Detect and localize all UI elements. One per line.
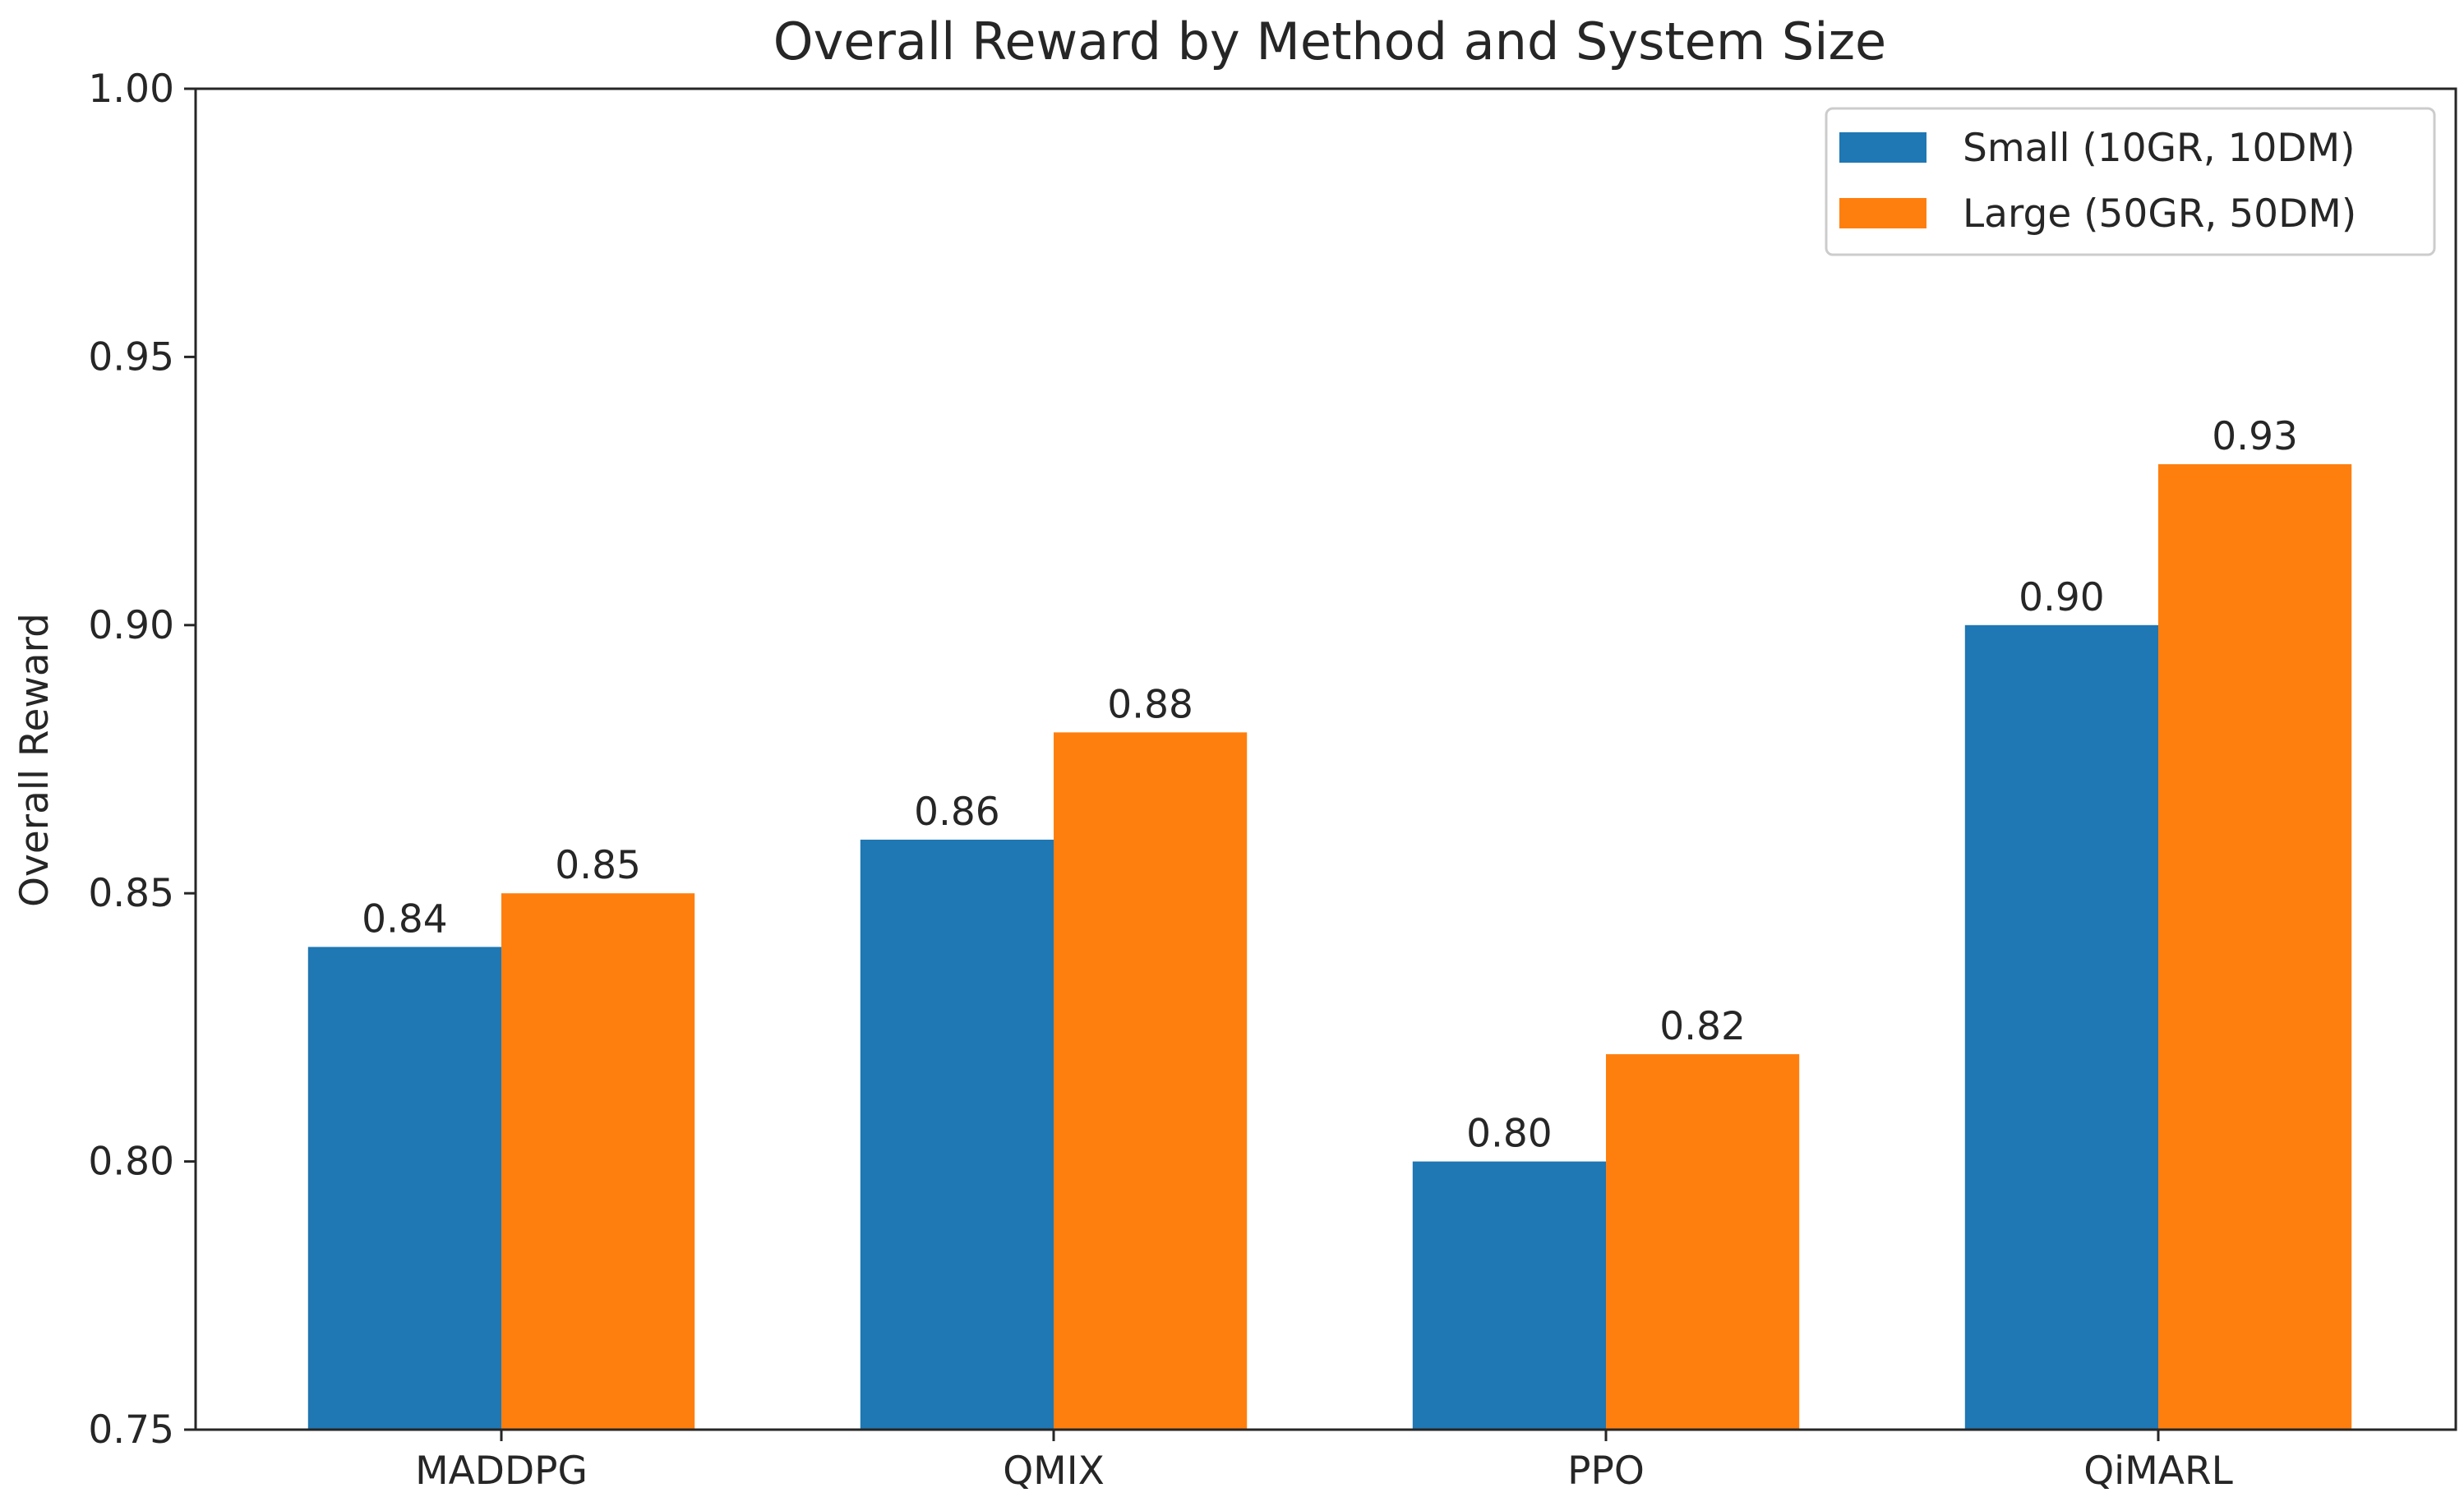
legend-swatch-small <box>1839 132 1926 163</box>
bar-value-label: 0.84 <box>362 896 448 942</box>
x-tick-label: QiMARL <box>2083 1449 2233 1494</box>
legend-label-small: Small (10GR, 10DM) <box>1963 126 2355 171</box>
legend-box <box>1825 107 2436 256</box>
bar-maddpg-small <box>307 947 501 1430</box>
y-axis-label: Overall Reward <box>12 613 58 907</box>
bar-value-label: 0.86 <box>914 790 1000 835</box>
y-tick-label: 0.85 <box>88 871 174 916</box>
bar-qimarl-large <box>2158 463 2352 1430</box>
chart-title: Overall Reward by Method and System Size <box>773 12 1886 71</box>
bar-maddpg-large <box>501 893 695 1430</box>
bar-ppo-large <box>1606 1054 1800 1430</box>
bar-qmix-small <box>860 839 1054 1430</box>
y-ticks-group: 0.75 0.80 0.85 0.90 0.95 1.00 <box>88 67 196 1453</box>
bar-value-label: 0.80 <box>1466 1112 1553 1157</box>
bar-ppo-small <box>1412 1161 1606 1430</box>
bar-value-label: 0.88 <box>1107 682 1193 727</box>
bar-value-label: 0.90 <box>2019 575 2105 620</box>
y-tick-label: 0.95 <box>88 334 174 380</box>
bar-value-label: 0.82 <box>1659 1004 1746 1049</box>
y-tick-label: 0.80 <box>88 1140 174 1185</box>
legend: Small (10GR, 10DM) Large (50GR, 50DM) <box>1825 107 2436 256</box>
x-tick-label: QMIX <box>1003 1449 1105 1494</box>
x-tick-label: PPO <box>1567 1449 1645 1494</box>
bar-qmix-large <box>1054 732 1248 1430</box>
bar-value-label: 0.93 <box>2212 414 2298 459</box>
bar-value-label: 0.85 <box>555 843 641 888</box>
y-tick-label: 0.75 <box>88 1407 174 1453</box>
plot-frame <box>194 87 2457 1431</box>
y-tick-label: 1.00 <box>88 67 174 112</box>
legend-swatch-large <box>1839 198 1926 228</box>
bar-labels-group: 0.84 0.85 0.86 0.88 0.80 0.82 0.90 0.93 <box>362 414 2298 1157</box>
legend-label-large: Large (50GR, 50DM) <box>1963 191 2356 237</box>
bars-group <box>307 463 2352 1430</box>
y-tick-label: 0.90 <box>88 603 174 648</box>
x-ticks-group: MADDPG QMIX PPO QiMARL <box>415 1430 2233 1494</box>
bar-qimarl-small <box>1964 624 2158 1430</box>
x-tick-label: MADDPG <box>415 1449 588 1494</box>
